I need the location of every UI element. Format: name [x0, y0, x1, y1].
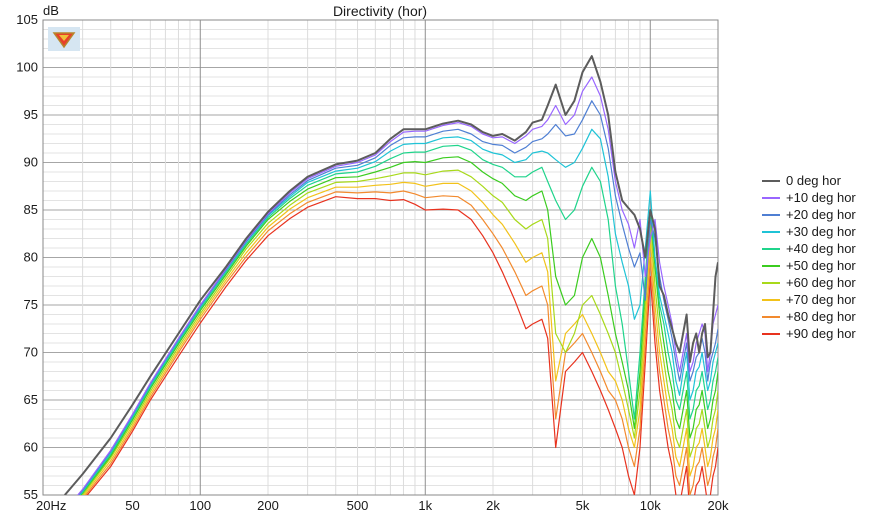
legend-label: +70 deg hor — [786, 292, 856, 307]
series-line-9 — [86, 196, 718, 495]
x-tick-label: 20k — [708, 498, 729, 512]
plot-frame — [42, 19, 719, 496]
series-line-7 — [83, 181, 718, 495]
series-layer — [64, 55, 718, 495]
x-tick-label: 50 — [125, 498, 139, 512]
x-tick-label: 10k — [640, 498, 661, 512]
y-tick-label: 55 — [24, 487, 38, 502]
legend-label: +90 deg hor — [786, 326, 856, 341]
y-tick-label: 60 — [24, 440, 38, 455]
x-axis-ticks: 20Hz 50 100 200 500 1k 2k 5k 10k 20k — [36, 498, 729, 512]
y-tick-label: 100 — [16, 60, 38, 75]
legend-label: +50 deg hor — [786, 258, 856, 273]
y-tick-label: 90 — [24, 155, 38, 170]
y-tick-label: 75 — [24, 297, 38, 312]
legend-label: +30 deg hor — [786, 224, 856, 239]
x-tick-label: 500 — [347, 498, 369, 512]
series-line-2 — [77, 100, 718, 495]
x-tick-label: 200 — [257, 498, 279, 512]
legend-label: +10 deg hor — [786, 190, 856, 205]
logo-icon — [48, 27, 80, 51]
y-axis-ticks: 55 60 65 70 75 80 85 90 95 100 105 — [16, 12, 38, 502]
legend-label: +80 deg hor — [786, 309, 856, 324]
y-tick-label: 85 — [24, 202, 38, 217]
y-tick-label: 80 — [24, 250, 38, 265]
x-tick-label: 5k — [576, 498, 590, 512]
y-tick-label: 95 — [24, 107, 38, 122]
legend-label: +40 deg hor — [786, 241, 856, 256]
x-tick-label: 20Hz — [36, 498, 66, 512]
series-line-5 — [80, 156, 718, 495]
series-line-4 — [79, 144, 718, 495]
series-line-0 — [64, 55, 718, 495]
x-tick-label: 1k — [418, 498, 432, 512]
y-axis-label: dB — [43, 3, 59, 18]
legend-label: +60 deg hor — [786, 275, 856, 290]
x-tick-label: 2k — [486, 498, 500, 512]
legend-label: +20 deg hor — [786, 207, 856, 222]
series-line-8 — [84, 190, 718, 495]
chart-title: Directivity (hor) — [333, 3, 427, 19]
legend-label: 0 deg hor — [786, 173, 842, 188]
y-tick-label: 65 — [24, 392, 38, 407]
series-line-3 — [78, 128, 718, 495]
x-tick-label: 100 — [189, 498, 211, 512]
series-line-6 — [81, 169, 718, 495]
legend: 0 deg hor +10 deg hor +20 deg hor +30 deg h… — [762, 173, 856, 341]
y-tick-label: 70 — [24, 345, 38, 360]
y-tick-label: 105 — [16, 12, 38, 27]
